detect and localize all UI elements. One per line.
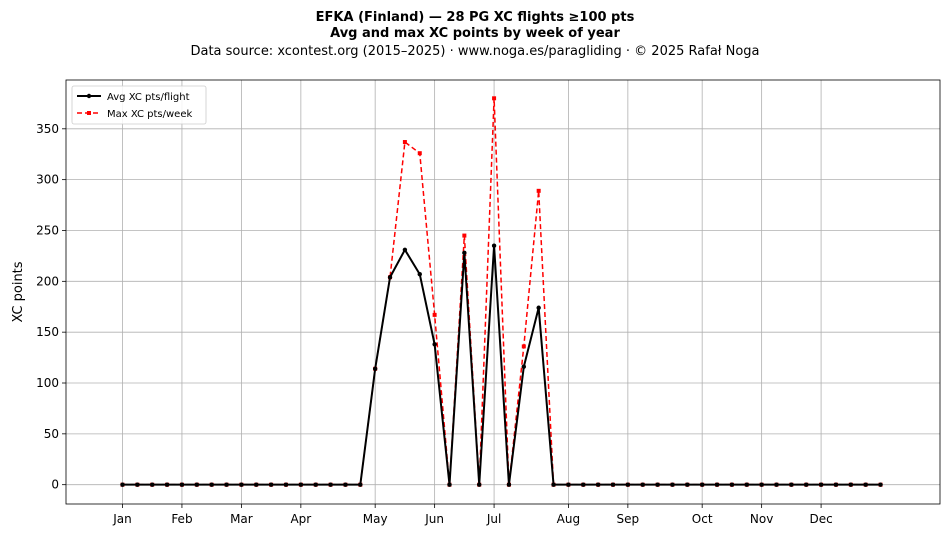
x-tick-label: Dec xyxy=(809,512,832,526)
series-line-max xyxy=(122,97,881,486)
avg-point xyxy=(699,482,705,487)
avg-point xyxy=(625,482,631,487)
avg-point xyxy=(551,482,556,487)
avg-point xyxy=(878,482,883,487)
avg-point xyxy=(179,482,185,487)
max-point xyxy=(402,140,407,145)
x-tick-label: Mar xyxy=(230,512,253,526)
y-axis-label: XC points xyxy=(11,261,26,322)
avg-point xyxy=(536,305,541,310)
avg-point xyxy=(447,482,452,487)
x-tick-label: Aug xyxy=(557,512,580,526)
avg-point xyxy=(774,482,779,487)
y-tick-label: 300 xyxy=(36,173,59,187)
chart-title: EFKA (Finland) — 28 PG XC flights ≥100 p… xyxy=(316,10,635,25)
legend-avg-label: Avg XC pts/flight xyxy=(107,92,190,103)
max-point xyxy=(432,312,437,317)
series-line-avg xyxy=(122,244,881,486)
legend-box xyxy=(71,85,207,125)
avg-point xyxy=(343,482,348,487)
avg-point xyxy=(863,482,868,487)
series-layer xyxy=(120,96,883,487)
avg-point xyxy=(328,482,333,487)
x-tick-label: Jan xyxy=(112,512,132,526)
avg-point xyxy=(744,482,749,487)
avg-point xyxy=(283,482,289,487)
chart-source: Data source: xcontest.org (2015–2025) · … xyxy=(190,44,759,59)
chart-subtitle: Avg and max XC points by week of year xyxy=(330,26,620,41)
x-tick-label: Apr xyxy=(290,512,311,526)
avg-point xyxy=(685,482,690,487)
y-tick-label: 250 xyxy=(36,223,59,237)
avg-point xyxy=(655,482,660,487)
avg-point xyxy=(254,482,259,487)
avg-point xyxy=(224,482,229,487)
avg-point xyxy=(818,482,824,487)
avg-point xyxy=(833,482,839,487)
x-tick-label: Jul xyxy=(486,512,501,526)
x-tick-label: Nov xyxy=(750,512,773,526)
legend: Avg XC pts/flight Max XC pts/week xyxy=(71,85,207,125)
avg-point xyxy=(268,482,274,487)
x-tick-label: Sep xyxy=(617,512,640,526)
x-tick-label: May xyxy=(363,512,388,526)
plot-frame xyxy=(65,79,941,505)
max-point xyxy=(417,151,422,156)
avg-point xyxy=(372,366,378,371)
y-tick-label: 150 xyxy=(36,325,59,339)
x-tick-label: Jun xyxy=(424,512,444,526)
tick-layer: Jan Feb Mar Apr May Jun Jul Aug Sep Oct Nov Dec 0 50 1… xyxy=(36,122,833,526)
avg-point xyxy=(462,250,467,256)
avg-point xyxy=(239,482,244,487)
avg-point xyxy=(566,482,571,487)
legend-max-label: Max XC pts/week xyxy=(107,109,192,120)
avg-point xyxy=(358,482,363,487)
legend-max-marker xyxy=(87,111,91,115)
avg-point xyxy=(804,482,809,487)
avg-point xyxy=(714,482,720,487)
avg-point xyxy=(387,275,393,280)
avg-point xyxy=(581,482,586,487)
max-point xyxy=(492,96,497,101)
x-tick-label: Oct xyxy=(692,512,713,526)
avg-point xyxy=(135,482,140,487)
avg-point xyxy=(417,272,422,277)
avg-point xyxy=(402,247,408,253)
avg-point xyxy=(640,482,645,487)
avg-point xyxy=(610,482,616,487)
y-tick-label: 50 xyxy=(44,427,59,441)
avg-point xyxy=(120,482,125,487)
avg-point xyxy=(164,482,170,487)
x-tick-label: Feb xyxy=(171,512,192,526)
y-tick-label: 0 xyxy=(51,478,59,492)
avg-point xyxy=(194,482,200,487)
avg-point xyxy=(209,482,214,487)
avg-point xyxy=(432,342,437,347)
avg-point xyxy=(521,364,527,369)
avg-point xyxy=(298,482,304,487)
avg-point xyxy=(759,482,764,487)
avg-point xyxy=(789,482,794,487)
y-tick-label: 200 xyxy=(36,274,59,288)
avg-point xyxy=(506,482,512,487)
grid-layer xyxy=(66,80,940,504)
max-point xyxy=(462,233,467,238)
max-point xyxy=(521,344,526,349)
avg-point xyxy=(150,482,155,487)
avg-point xyxy=(848,482,854,487)
avg-point xyxy=(313,482,318,487)
avg-point xyxy=(491,243,497,248)
max-point xyxy=(536,188,541,193)
y-tick-label: 100 xyxy=(36,376,59,390)
avg-point xyxy=(729,482,735,487)
y-tick-label: 350 xyxy=(36,122,59,136)
avg-point xyxy=(477,482,482,487)
avg-point xyxy=(595,482,601,487)
legend-avg-marker xyxy=(86,93,92,99)
avg-point xyxy=(670,482,675,487)
